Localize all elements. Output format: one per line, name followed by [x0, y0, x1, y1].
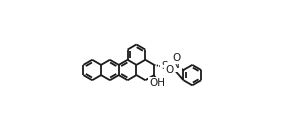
Polygon shape — [154, 75, 159, 84]
Text: N: N — [173, 60, 180, 70]
Text: O: O — [165, 65, 173, 75]
Text: S: S — [161, 60, 168, 71]
Text: OH: OH — [149, 78, 165, 88]
Text: O: O — [172, 53, 181, 63]
